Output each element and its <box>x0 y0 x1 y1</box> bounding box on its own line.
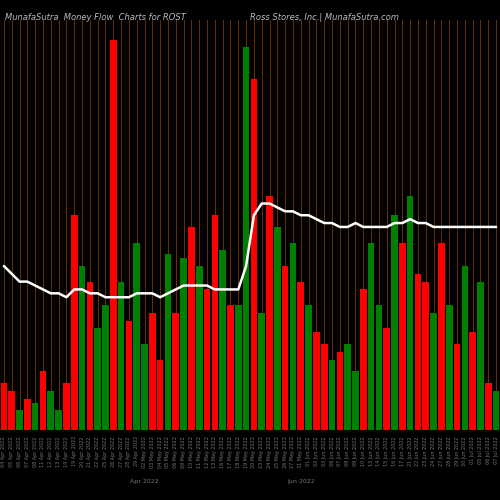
Text: Apr 2022: Apr 2022 <box>130 479 159 484</box>
Bar <box>0 383 7 430</box>
Bar <box>266 196 273 430</box>
Bar <box>344 344 351 430</box>
Bar <box>438 242 444 430</box>
Bar <box>86 282 93 430</box>
Bar <box>94 328 101 430</box>
Bar <box>102 305 109 430</box>
Bar <box>134 242 140 430</box>
Bar <box>71 215 78 430</box>
Text: Jun 2022: Jun 2022 <box>287 479 314 484</box>
Bar <box>56 410 62 430</box>
Bar <box>407 196 414 430</box>
Bar <box>282 266 288 430</box>
Bar <box>32 402 38 430</box>
Bar <box>227 305 234 430</box>
Bar <box>477 282 484 430</box>
Bar <box>24 399 30 430</box>
Bar <box>485 383 492 430</box>
Bar <box>422 282 429 430</box>
Bar <box>430 313 437 430</box>
Bar <box>212 215 218 430</box>
Bar <box>352 372 359 430</box>
Bar <box>157 360 164 430</box>
Bar <box>196 266 202 430</box>
Bar <box>306 305 312 430</box>
Bar <box>235 305 242 430</box>
Bar <box>110 40 116 430</box>
Bar <box>462 266 468 430</box>
Bar <box>250 78 257 430</box>
Bar <box>454 344 460 430</box>
Bar <box>164 254 172 430</box>
Bar <box>118 282 124 430</box>
Bar <box>399 242 406 430</box>
Bar <box>470 332 476 430</box>
Bar <box>376 305 382 430</box>
Bar <box>414 274 422 430</box>
Bar <box>180 258 187 430</box>
Bar <box>258 313 265 430</box>
Bar <box>313 332 320 430</box>
Bar <box>40 372 46 430</box>
Bar <box>391 215 398 430</box>
Bar <box>16 410 23 430</box>
Bar <box>274 227 280 430</box>
Text: MunafaSutra  Money Flow  Charts for ROST: MunafaSutra Money Flow Charts for ROST <box>5 12 186 22</box>
Bar <box>384 328 390 430</box>
Bar <box>188 227 194 430</box>
Bar <box>368 242 374 430</box>
Bar <box>446 305 452 430</box>
Bar <box>126 320 132 430</box>
Bar <box>493 391 500 430</box>
Bar <box>321 344 328 430</box>
Bar <box>336 352 343 430</box>
Bar <box>8 391 15 430</box>
Bar <box>290 242 296 430</box>
Text: Ross Stores, Inc.| MunafaSutra.com: Ross Stores, Inc.| MunafaSutra.com <box>250 12 399 22</box>
Bar <box>204 290 210 430</box>
Bar <box>298 282 304 430</box>
Bar <box>360 290 366 430</box>
Bar <box>328 360 336 430</box>
Bar <box>141 344 148 430</box>
Bar <box>220 250 226 430</box>
Bar <box>78 266 86 430</box>
Bar <box>149 313 156 430</box>
Bar <box>172 313 179 430</box>
Bar <box>243 48 250 430</box>
Bar <box>63 383 70 430</box>
Bar <box>48 391 54 430</box>
